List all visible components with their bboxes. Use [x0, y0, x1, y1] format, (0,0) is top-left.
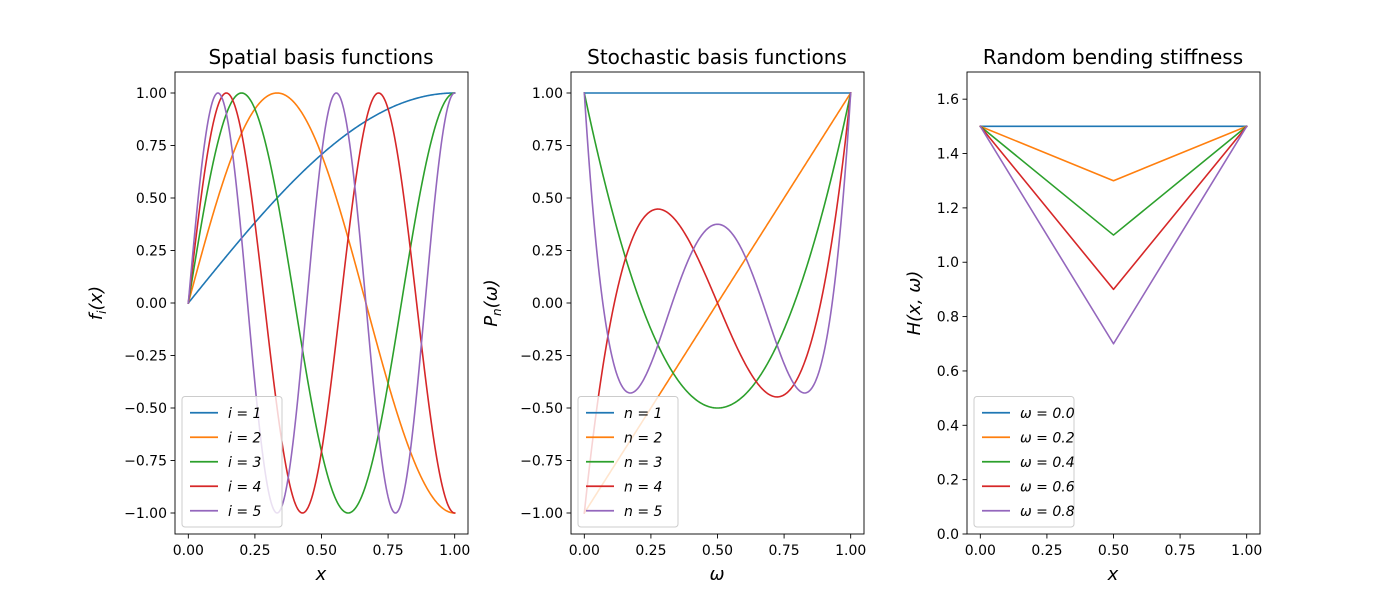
x-axis-label: ω [709, 564, 724, 585]
series-line-2 [979, 125, 1248, 182]
chart-title: Spatial basis functions [208, 45, 433, 69]
y-tick-label: 1.6 [937, 92, 959, 108]
x-tick-label: 1.00 [1231, 543, 1262, 559]
legend-label: n = 2 [624, 430, 663, 446]
y-tick-label: −0.25 [520, 349, 563, 365]
x-tick-label: 1.00 [835, 543, 866, 559]
legend-label: i = 1 [228, 406, 261, 422]
y-tick-label: 0.4 [937, 418, 959, 434]
x-tick-label: 0.00 [173, 543, 204, 559]
y-tick-label: 1.0 [937, 255, 959, 271]
y-tick-label: 0.00 [136, 296, 167, 312]
y-tick-label: 1.00 [532, 86, 563, 102]
legend: n = 1 n = 2 n = 3 n = 4 n = 5 [577, 396, 679, 528]
legend-label: i = 3 [228, 455, 261, 471]
y-tick-label: 1.2 [937, 201, 959, 217]
legend-box [973, 396, 1075, 528]
series-group [187, 92, 456, 514]
x-tick-label: 0.00 [965, 543, 996, 559]
x-tick-label: 0.75 [1165, 543, 1196, 559]
y-tick-label: −1.00 [520, 506, 563, 522]
y-tick-label: 0.50 [136, 191, 167, 207]
y-tick-label: −0.75 [520, 454, 563, 470]
y-tick-label: 0.8 [937, 310, 959, 326]
legend-label: n = 5 [624, 504, 663, 520]
series-line-5 [583, 92, 852, 394]
y-tick-label: −0.50 [124, 401, 167, 417]
y-tick-label: 1.4 [937, 147, 959, 163]
series-line-4 [979, 125, 1248, 291]
x-tick-label: 0.50 [1098, 543, 1129, 559]
legend-box [181, 396, 283, 528]
series-line-4 [583, 92, 852, 514]
y-tick-label: 0.00 [532, 296, 563, 312]
series-line-3 [979, 125, 1248, 236]
legend-label: n = 1 [624, 406, 662, 422]
y-tick-label: 0.75 [532, 139, 563, 155]
x-axis-label: x [1107, 564, 1119, 585]
x-tick-label: 0.25 [239, 543, 270, 559]
x-tick-label: 0.50 [306, 543, 337, 559]
legend: ω = 0.0 ω = 0.2 ω = 0.4 ω = 0.6 ω = 0.8 [973, 396, 1075, 528]
panel-bending-stiffness: Random bending stiffness x H(x, ω) 0.00 0… [904, 45, 1262, 585]
x-tick-label: 0.75 [373, 543, 404, 559]
legend-label: n = 3 [624, 455, 662, 471]
panel-spatial-basis: Spatial basis functions x fi(x) 0.00 0.25… [86, 45, 470, 585]
y-tick-label: −1.00 [124, 506, 167, 522]
y-tick-label: 0.25 [136, 244, 167, 260]
y-axis-label: H(x, ω) [904, 271, 925, 336]
y-tick-label: 0.50 [532, 191, 563, 207]
legend-label: ω = 0.0 [1020, 406, 1075, 422]
y-axis-label: Pn(ω) [481, 279, 504, 327]
legend: i = 1 i = 2 i = 3 i = 4 i = 5 [181, 396, 283, 528]
x-tick-label: 0.75 [769, 543, 800, 559]
legend-label: ω = 0.6 [1020, 479, 1075, 495]
series-line-5 [187, 92, 456, 514]
legend-label: i = 2 [228, 430, 262, 446]
chart-title: Stochastic basis functions [587, 45, 847, 69]
panel-stochastic-basis: Stochastic basis functions ω Pn(ω) 0.00 0… [481, 45, 866, 585]
x-tick-label: 0.25 [635, 543, 666, 559]
legend-label: n = 4 [624, 479, 662, 495]
legend-label: ω = 0.8 [1020, 504, 1075, 520]
y-tick-label: 0.75 [136, 139, 167, 155]
y-tick-label: 0.0 [937, 527, 959, 543]
y-tick-label: −0.50 [520, 401, 563, 417]
y-tick-label: −0.75 [124, 454, 167, 470]
y-tick-label: 0.6 [937, 364, 959, 380]
x-axis-label: x [315, 564, 327, 585]
x-tick-label: 0.25 [1031, 543, 1062, 559]
series-line-3 [583, 92, 852, 409]
y-tick-label: −0.25 [124, 349, 167, 365]
x-tick-label: 0.50 [702, 543, 733, 559]
x-tick-label: 0.00 [569, 543, 600, 559]
legend-label: ω = 0.4 [1020, 455, 1075, 471]
series-line-4 [187, 92, 456, 514]
legend-label: ω = 0.2 [1020, 430, 1075, 446]
legend-label: i = 4 [228, 479, 261, 495]
series-line-5 [979, 125, 1248, 345]
x-tick-label: 1.00 [439, 543, 470, 559]
chart-title: Random bending stiffness [983, 45, 1243, 69]
y-tick-label: 1.00 [136, 86, 167, 102]
series-group [979, 125, 1248, 345]
y-tick-label: 0.2 [937, 473, 959, 489]
y-axis-label: fi(x) [86, 286, 109, 320]
legend-box [577, 396, 679, 528]
legend-label: i = 5 [228, 504, 262, 520]
y-tick-label: 0.25 [532, 244, 563, 260]
